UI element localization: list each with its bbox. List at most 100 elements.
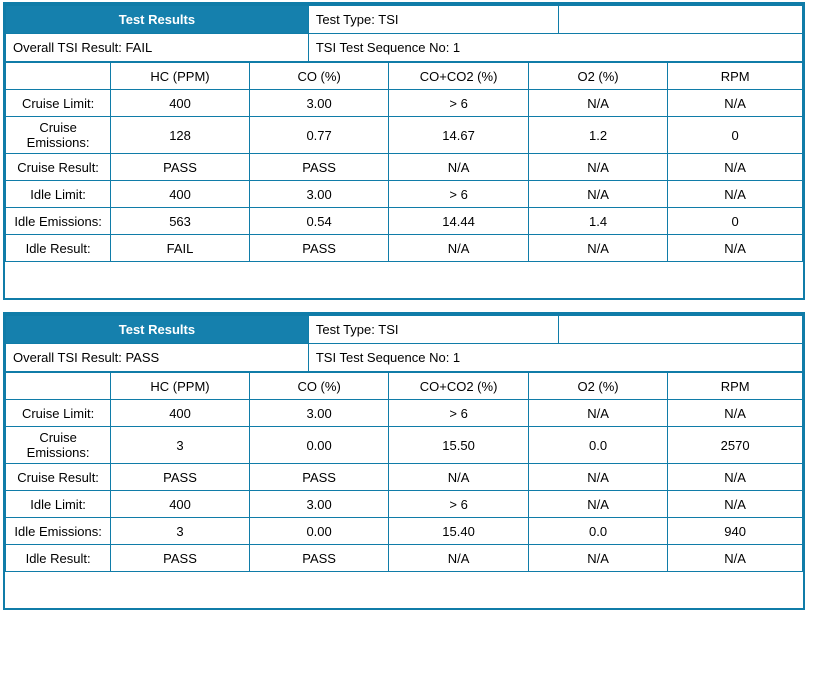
footer-blank-space	[5, 572, 803, 608]
cell-value: PASS	[248, 153, 390, 181]
cell-value: 563	[110, 207, 250, 235]
cell-value: FAIL	[110, 234, 250, 262]
cell-value: 3.00	[248, 89, 390, 117]
overall-result-label: Overall TSI Result: PASS	[5, 343, 309, 372]
cell-value: N/A	[527, 89, 669, 117]
cell-value: N/A	[388, 544, 529, 572]
row-label: Idle Limit:	[4, 180, 112, 208]
cell-value: 3.00	[248, 490, 390, 518]
test-type-label: Test Type: TSI	[307, 5, 560, 34]
cell-value: PASS	[110, 153, 250, 181]
column-header-o2: O2 (%)	[527, 62, 669, 90]
header-row-2: Overall TSI Result: FAIL TSI Test Sequen…	[5, 33, 804, 62]
empty-header-cell	[558, 5, 803, 34]
cell-value: 400	[110, 180, 250, 208]
cell-value: 0.77	[248, 116, 390, 154]
row-label: Cruise Limit:	[4, 89, 112, 117]
grid-row-cruise-result: Cruise Result: PASS PASS N/A N/A N/A	[4, 153, 803, 181]
report-page: Test Results Test Type: TSI Overall TSI …	[3, 2, 805, 610]
row-label: Idle Limit:	[4, 490, 112, 518]
cell-value: > 6	[388, 89, 529, 117]
cell-value: 1.2	[527, 116, 669, 154]
column-header-co: CO (%)	[248, 62, 390, 90]
cell-value: PASS	[248, 463, 390, 491]
cell-value: N/A	[667, 89, 803, 117]
cell-value: PASS	[248, 544, 390, 572]
grid-row-idle-limit: Idle Limit: 400 3.00 > 6 N/A N/A	[4, 180, 803, 208]
test-report-card-1: Test Results Test Type: TSI Overall TSI …	[3, 2, 805, 300]
cell-value: 0	[667, 116, 803, 154]
report-title: Test Results	[5, 315, 309, 344]
header-row-1: Test Results Test Type: TSI	[5, 5, 803, 34]
cell-value: N/A	[388, 153, 529, 181]
cell-value: N/A	[527, 544, 669, 572]
column-header-coco2: CO+CO2 (%)	[388, 62, 529, 90]
emissions-grid: HC (PPM) CO (%) CO+CO2 (%) O2 (%) RPM Cr…	[4, 62, 803, 262]
test-report-card-2: Test Results Test Type: TSI Overall TSI …	[3, 312, 805, 610]
emissions-grid: HC (PPM) CO (%) CO+CO2 (%) O2 (%) RPM Cr…	[4, 372, 803, 572]
cell-value: N/A	[667, 180, 803, 208]
column-header-hc: HC (PPM)	[110, 62, 250, 90]
cell-value: N/A	[667, 490, 803, 518]
cell-value: N/A	[667, 544, 803, 572]
row-label: Cruise Limit:	[4, 399, 112, 427]
cell-value: > 6	[388, 399, 529, 427]
cell-value: 0	[667, 207, 803, 235]
cell-value: 0.0	[527, 426, 669, 464]
cell-value: 940	[667, 517, 803, 545]
cell-value: N/A	[527, 490, 669, 518]
grid-row-idle-emissions: Idle Emissions: 563 0.54 14.44 1.4 0	[4, 207, 803, 235]
overall-result-label: Overall TSI Result: FAIL	[5, 33, 309, 62]
cell-value: N/A	[667, 153, 803, 181]
cell-value: 400	[110, 399, 250, 427]
cell-value: 2570	[667, 426, 803, 464]
report-title: Test Results	[5, 5, 309, 34]
column-header-co: CO (%)	[248, 372, 390, 400]
cell-value: 0.00	[248, 426, 390, 464]
cell-value: 3	[110, 517, 250, 545]
cell-value: 14.44	[388, 207, 529, 235]
cell-value: 0.0	[527, 517, 669, 545]
row-label: Cruise Result:	[4, 463, 112, 491]
cell-value: N/A	[527, 153, 669, 181]
report-header-table: Test Results Test Type: TSI Overall TSI …	[5, 315, 804, 372]
report-header-table: Test Results Test Type: TSI Overall TSI …	[5, 5, 804, 62]
cell-value: 14.67	[388, 116, 529, 154]
cell-value: > 6	[388, 490, 529, 518]
grid-row-cruise-limit: Cruise Limit: 400 3.00 > 6 N/A N/A	[4, 399, 803, 427]
corner-cell	[4, 62, 112, 90]
grid-row-cruise-emissions: Cruise Emissions: 3 0.00 15.50 0.0 2570	[4, 426, 803, 464]
cell-value: N/A	[667, 234, 803, 262]
cell-value: N/A	[388, 234, 529, 262]
cell-value: > 6	[388, 180, 529, 208]
cell-value: N/A	[527, 180, 669, 208]
column-header-rpm: RPM	[667, 372, 803, 400]
grid-row-idle-result: Idle Result: PASS PASS N/A N/A N/A	[4, 544, 803, 572]
cell-value: 3	[110, 426, 250, 464]
row-label: Idle Result:	[4, 234, 112, 262]
grid-row-idle-emissions: Idle Emissions: 3 0.00 15.40 0.0 940	[4, 517, 803, 545]
cell-value: 400	[110, 89, 250, 117]
cell-value: 3.00	[248, 180, 390, 208]
row-label: Cruise Result:	[4, 153, 112, 181]
row-label: Idle Result:	[4, 544, 112, 572]
header-row-1: Test Results Test Type: TSI	[5, 315, 803, 344]
cell-value: N/A	[667, 463, 803, 491]
footer-blank-space	[5, 262, 803, 298]
cell-value: N/A	[388, 463, 529, 491]
corner-cell	[4, 372, 112, 400]
row-label: Cruise Emissions:	[4, 116, 112, 154]
column-header-rpm: RPM	[667, 62, 803, 90]
row-label: Idle Emissions:	[4, 517, 112, 545]
cell-value: N/A	[527, 234, 669, 262]
cell-value: 400	[110, 490, 250, 518]
sequence-no-label: TSI Test Sequence No: 1	[307, 343, 804, 372]
cell-value: N/A	[527, 399, 669, 427]
cell-value: PASS	[248, 234, 390, 262]
header-row-2: Overall TSI Result: PASS TSI Test Sequen…	[5, 343, 804, 372]
grid-column-header-row: HC (PPM) CO (%) CO+CO2 (%) O2 (%) RPM	[4, 62, 803, 90]
grid-column-header-row: HC (PPM) CO (%) CO+CO2 (%) O2 (%) RPM	[4, 372, 803, 400]
cell-value: N/A	[667, 399, 803, 427]
cell-value: 15.40	[388, 517, 529, 545]
row-label: Idle Emissions:	[4, 207, 112, 235]
